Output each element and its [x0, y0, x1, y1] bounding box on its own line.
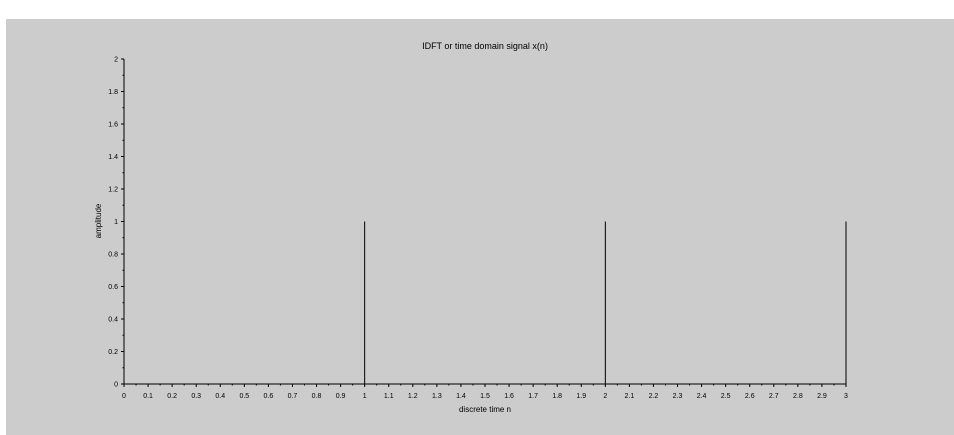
y-tick-label: 0.8 [108, 252, 118, 259]
x-tick-label: 2.2 [649, 393, 659, 400]
x-tick-label: 1.6 [504, 393, 514, 400]
x-tick-label: 2.6 [745, 393, 755, 400]
y-tick-label: 0.2 [108, 349, 118, 356]
x-tick-label: 0.3 [191, 393, 201, 400]
x-tick-label: 0.6 [264, 393, 274, 400]
x-tick-label: 1.4 [456, 393, 466, 400]
y-tick-label: 0.6 [108, 284, 118, 291]
x-tick-label: 2.9 [817, 393, 827, 400]
x-tick-label: 0.7 [288, 393, 298, 400]
x-tick-label: 1.5 [480, 393, 490, 400]
x-tick-label: 0.2 [167, 393, 177, 400]
x-tick-label: 2.1 [625, 393, 635, 400]
chart-title: IDFT or time domain signal x(n) [422, 41, 548, 51]
x-tick-label: 2 [603, 393, 607, 400]
y-tick-label: 1.6 [108, 122, 118, 129]
y-tick-label: 1.2 [108, 187, 118, 194]
stem-plot: IDFT or time domain signal x(n) discrete… [94, 41, 848, 414]
x-tick-label: 2.4 [697, 393, 707, 400]
y-axis-title: amplitude [94, 203, 103, 238]
x-tick-label: 2.8 [793, 393, 803, 400]
x-tick-label: 0.4 [215, 393, 225, 400]
x-tick-label: 2.3 [673, 393, 683, 400]
x-tick-label: 2.7 [769, 393, 779, 400]
y-tick-label: 2 [114, 57, 118, 64]
x-tick-label: 1.9 [576, 393, 586, 400]
x-tick-label: 0.5 [239, 393, 249, 400]
y-tick-label: 1.8 [108, 89, 118, 96]
axes: 0 0.1 0.2 0.3 0.4 0.5 0.6 0.7 0.8 0.9 1 1.1 1.2 1.3 1.… [108, 57, 848, 401]
x-tick-label: 0.9 [336, 393, 346, 400]
x-tick-label: 1.8 [552, 393, 562, 400]
x-tick-label: 3 [844, 393, 848, 400]
y-tick-label: 1 [114, 219, 118, 226]
stems [364, 221, 847, 384]
y-tick-label: 0.4 [108, 317, 118, 324]
x-tick-label: 0.1 [143, 393, 153, 400]
figure-canvas: IDFT or time domain signal x(n) discrete… [6, 19, 954, 435]
x-tick-label: 1 [363, 393, 367, 400]
x-tick-label: 0 [122, 393, 126, 400]
x-axis-title: discrete time n [459, 405, 511, 414]
x-tick-label: 1.7 [528, 393, 538, 400]
y-tick-label: 0 [114, 382, 118, 389]
y-tick-label: 1.4 [108, 154, 118, 161]
x-tick-label: 0.8 [312, 393, 322, 400]
x-tick-label: 1.3 [432, 393, 442, 400]
x-tick-label: 1.1 [384, 393, 394, 400]
x-tick-label: 1.2 [408, 393, 418, 400]
x-tick-label: 2.5 [721, 393, 731, 400]
